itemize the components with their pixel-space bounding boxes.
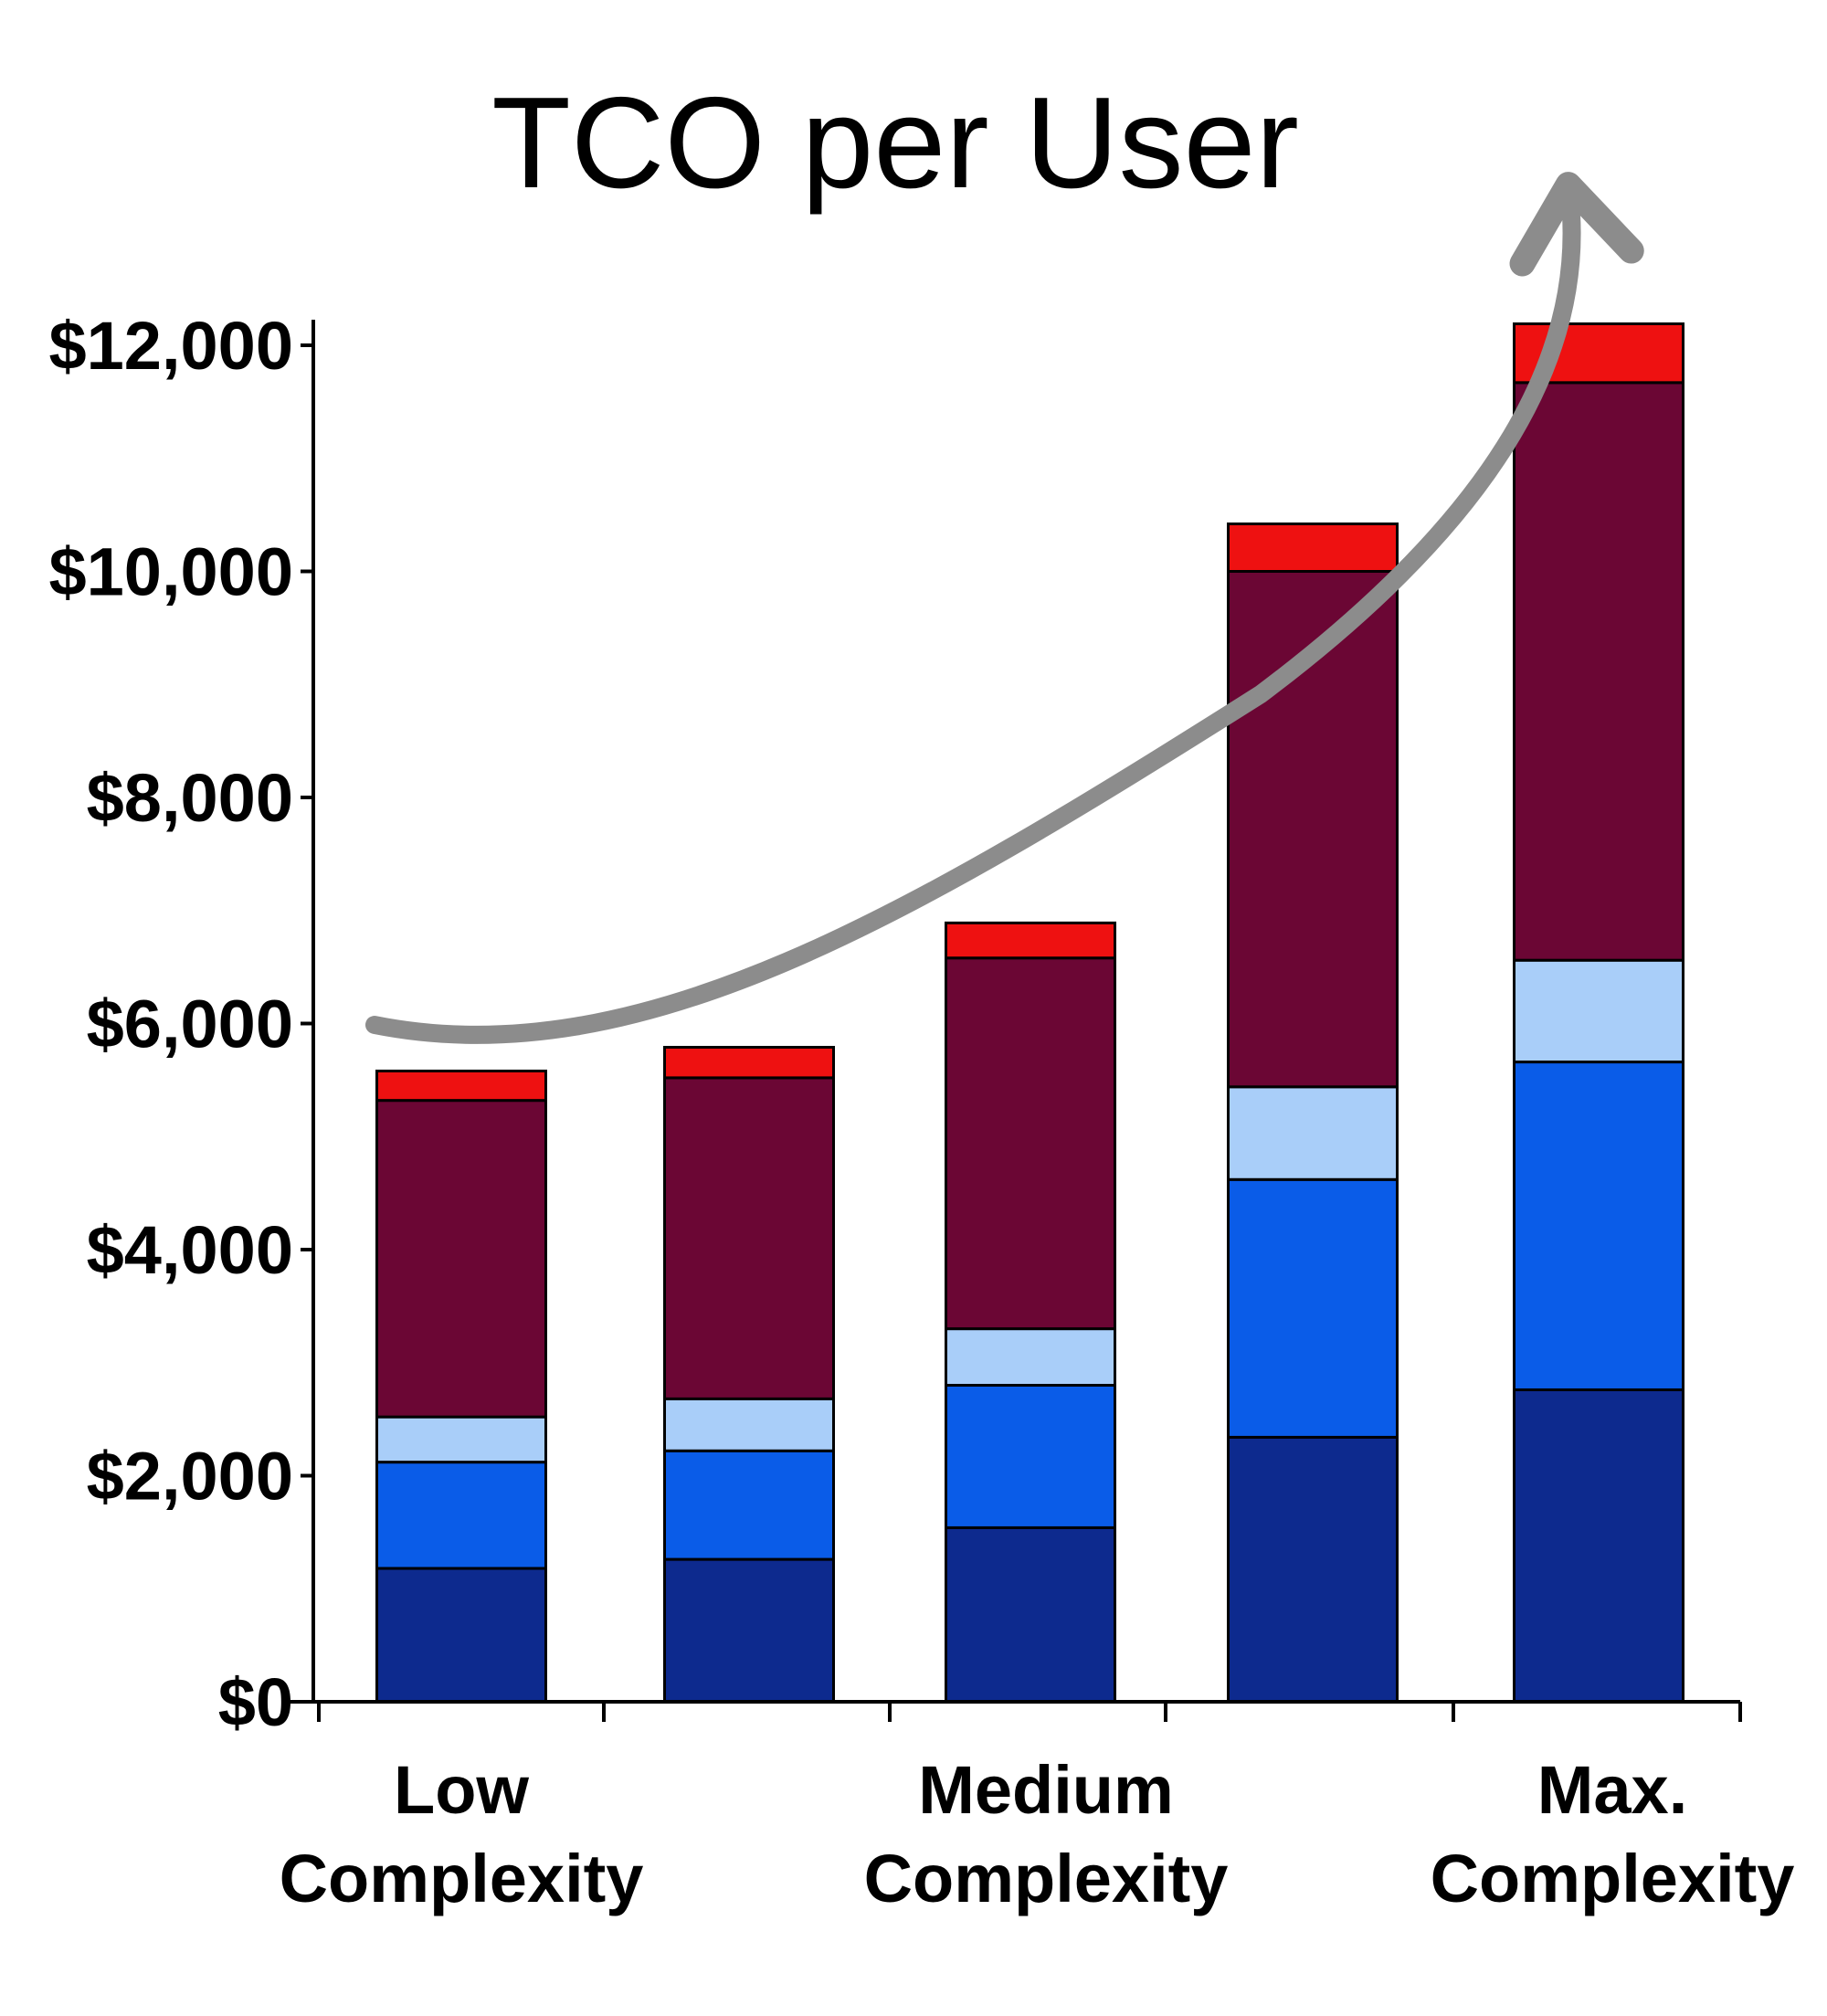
x-group-label-line2: Complexity xyxy=(864,1841,1229,1916)
bar-segment xyxy=(663,1449,835,1561)
bar-segment xyxy=(945,956,1116,1331)
trend-arrow xyxy=(365,172,1644,1044)
y-axis-ticks: $0 $2,000 $4,000 $6,000 $8,000 $10,000 $12,000 xyxy=(49,308,313,1740)
x-axis-labels: Low Complexity Medium Complexity Max. Complex… xyxy=(280,1752,1795,1916)
bar-segment xyxy=(1227,1435,1399,1704)
bars xyxy=(375,322,1684,1704)
bar-segment xyxy=(1227,1085,1399,1181)
x-group-label-line1: Max. xyxy=(1537,1752,1688,1828)
axes xyxy=(288,320,1742,1722)
bar-segment xyxy=(1513,1388,1684,1704)
y-tick-label: $2,000 xyxy=(87,1439,293,1515)
bar-segment xyxy=(1513,381,1684,962)
bar-segment xyxy=(663,1076,835,1400)
bar-segment xyxy=(375,1069,547,1103)
bar-segment xyxy=(1513,958,1684,1064)
bar-segment xyxy=(945,1327,1116,1387)
x-group-label-line1: Medium xyxy=(918,1752,1174,1828)
y-tick-label: $6,000 xyxy=(87,987,293,1062)
x-group-label-line2: Complexity xyxy=(1431,1841,1795,1916)
x-group-label-line1: Low xyxy=(394,1752,529,1828)
bar-segment xyxy=(945,1384,1116,1529)
bar-segment xyxy=(1227,1177,1399,1439)
bar-segment xyxy=(663,1557,835,1704)
y-tick-label: $12,000 xyxy=(49,308,294,384)
y-tick-label: $8,000 xyxy=(87,760,293,836)
bar-segment xyxy=(375,1099,547,1419)
bar-segment xyxy=(1513,1061,1684,1391)
bar-segment xyxy=(663,1045,835,1080)
bar-segment xyxy=(663,1397,835,1452)
y-tick-label: $10,000 xyxy=(49,534,294,610)
chart-title: TCO per User xyxy=(491,70,1299,216)
y-tick-label: $4,000 xyxy=(87,1212,293,1288)
bar-segment xyxy=(375,1567,547,1704)
bar-segment xyxy=(1227,522,1399,574)
bar-segment xyxy=(375,1415,547,1464)
bar-segment xyxy=(945,921,1116,960)
bar-segment xyxy=(375,1461,547,1570)
bar-segment xyxy=(945,1525,1116,1704)
y-tick-label: $0 xyxy=(218,1664,293,1740)
x-group-label-line2: Complexity xyxy=(280,1841,644,1916)
